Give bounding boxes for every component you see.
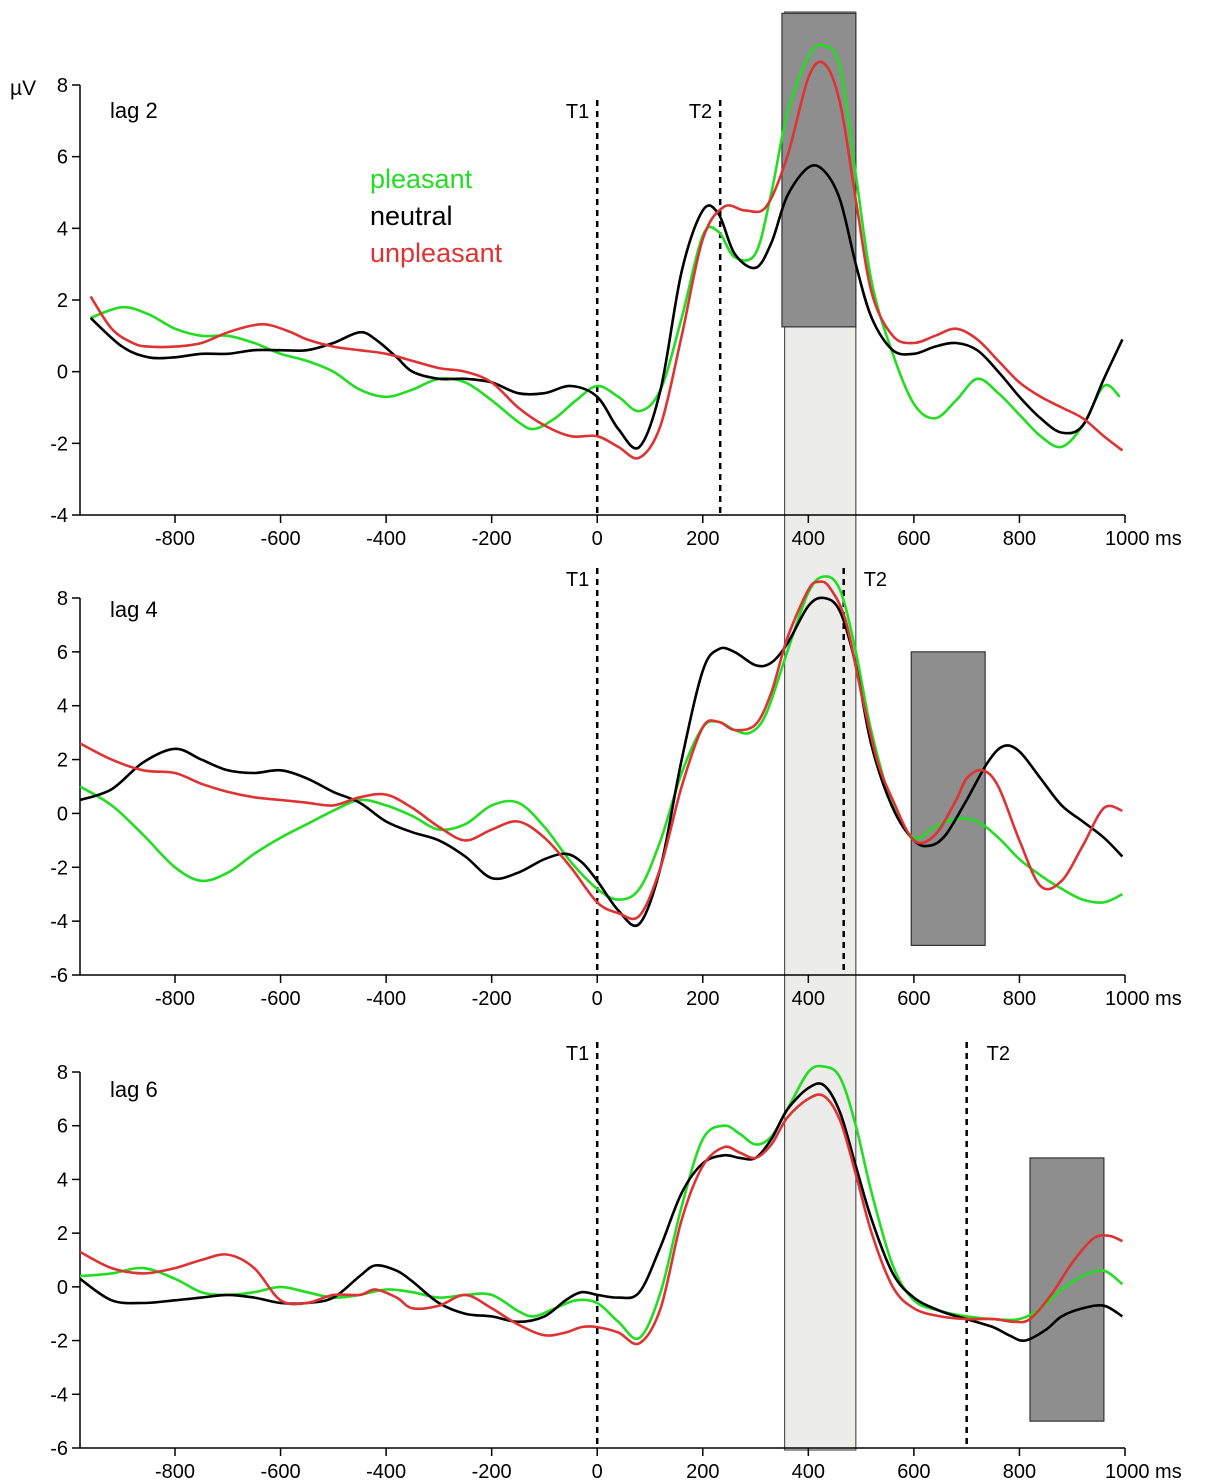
y-tick-label: -4 xyxy=(50,911,68,933)
y-tick-label: 0 xyxy=(57,803,68,825)
x-tick-label: 0 xyxy=(592,528,603,550)
x-tick-label: -200 xyxy=(472,1461,512,1481)
series-line-neutral xyxy=(79,596,1124,928)
y-tick-label: -4 xyxy=(50,505,68,527)
x-tick-label: 0 xyxy=(592,1461,603,1481)
x-tick-label: -600 xyxy=(261,528,301,550)
lag-label: lag 6 xyxy=(110,1077,158,1102)
y-tick-label: 8 xyxy=(57,1062,68,1084)
x-tick-label: 400 xyxy=(792,1461,825,1481)
legend-entry-pleasant: pleasant xyxy=(370,164,473,194)
x-tick-label: -200 xyxy=(472,528,512,550)
legend-entry-unpleasant: unpleasant xyxy=(370,238,503,268)
x-tick-label: 200 xyxy=(686,528,719,550)
x-tick-label: -400 xyxy=(366,988,406,1010)
y-tick-label: -2 xyxy=(50,1331,68,1353)
y-tick-label: 4 xyxy=(57,696,68,718)
x-tick-label: -800 xyxy=(155,988,195,1010)
y-tick-label: 2 xyxy=(57,290,68,312)
series-line-pleasant xyxy=(90,43,1121,449)
x-tick-label: 800 xyxy=(1003,528,1036,550)
y-tick-label: -2 xyxy=(50,433,68,455)
x-tick-label: -400 xyxy=(366,1461,406,1481)
x-tick-label: 1000 ms xyxy=(1105,988,1182,1010)
y-tick-label: 0 xyxy=(57,1277,68,1299)
y-tick-label: 8 xyxy=(57,75,68,97)
panel-lag-4: -6 -4 -2 0 2 4 6 8 -800 -600 -400 -200 0 200 400 600 800… xyxy=(50,568,1182,1010)
marker-label-t1: T1 xyxy=(566,1043,589,1065)
x-tick-label: 200 xyxy=(686,1461,719,1481)
y-tick-label: 6 xyxy=(57,642,68,664)
series-line-unpleasant xyxy=(89,60,1124,460)
y-tick-label: 6 xyxy=(57,147,68,169)
x-tick-label: 800 xyxy=(1003,1461,1036,1481)
x-tick-label: 0 xyxy=(592,988,603,1010)
x-tick-label: -200 xyxy=(472,988,512,1010)
y-tick-label: -4 xyxy=(50,1384,68,1406)
marker-label-t1: T1 xyxy=(566,569,589,591)
y-tick-label: 4 xyxy=(57,1169,68,1191)
y-tick-label: 0 xyxy=(57,362,68,384)
legend-entry-neutral: neutral xyxy=(370,201,453,231)
dark-analysis-window xyxy=(1029,1157,1105,1422)
x-tick-label: 600 xyxy=(897,1461,930,1481)
lag-label: lag 2 xyxy=(110,98,158,123)
y-tick-label: 8 xyxy=(57,588,68,610)
lag-label: lag 4 xyxy=(110,597,158,622)
series-line-neutral xyxy=(89,163,1124,450)
panel-lag-6: -6 -4 -2 0 2 4 6 8 -800 -600 -400 -200 0 200 400 600 800… xyxy=(50,1042,1182,1481)
series-line-unpleasant xyxy=(79,1093,1123,1346)
y-tick-label: 6 xyxy=(57,1116,68,1138)
x-tick-label: 1000 ms xyxy=(1105,1461,1182,1481)
x-tick-label: 600 xyxy=(897,988,930,1010)
y-tick-label: 2 xyxy=(57,1223,68,1245)
x-tick-label: -800 xyxy=(155,1461,195,1481)
y-axis-unit-label: µV xyxy=(10,77,36,100)
marker-label-t2: T2 xyxy=(689,101,712,123)
x-tick-label: -800 xyxy=(155,528,195,550)
series-line-pleasant xyxy=(79,575,1123,904)
x-tick-label: -400 xyxy=(366,528,406,550)
x-tick-label: 1000 ms xyxy=(1105,528,1182,550)
x-tick-label: 400 xyxy=(792,528,825,550)
x-tick-label: 800 xyxy=(1003,988,1036,1010)
x-tick-label: 600 xyxy=(897,528,930,550)
x-tick-label: -600 xyxy=(261,988,301,1010)
y-tick-label: 2 xyxy=(57,750,68,772)
x-tick-label: 400 xyxy=(792,988,825,1010)
y-tick-label: -6 xyxy=(50,965,68,987)
panel-lag-2: -4 -2 0 2 4 6 8 -800 -600 -400 -200 0 200 400 600 800 10… xyxy=(50,12,1182,550)
legend: pleasant neutral unpleasant xyxy=(370,164,503,268)
series-line-unpleasant xyxy=(79,580,1123,921)
marker-label-t2: T2 xyxy=(987,1043,1010,1065)
dark-analysis-window xyxy=(910,651,986,946)
marker-label-t2: T2 xyxy=(864,569,887,591)
dark-analysis-window xyxy=(781,12,857,328)
y-tick-label: -2 xyxy=(50,857,68,879)
y-tick-label: 4 xyxy=(57,218,68,240)
y-tick-label: -6 xyxy=(50,1438,68,1460)
x-tick-label: -600 xyxy=(261,1461,301,1481)
marker-label-t1: T1 xyxy=(566,101,589,123)
x-tick-label: 200 xyxy=(686,988,719,1010)
